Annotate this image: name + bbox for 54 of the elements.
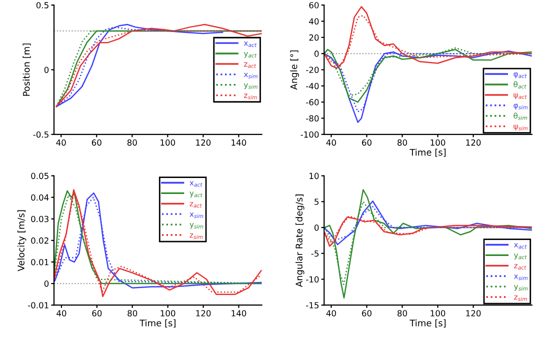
y-axis-title: Angular Rate [deg/s] [296, 194, 304, 288]
y-tick-label: 0.03 [31, 216, 48, 222]
x-tick-label: 40 [56, 310, 66, 316]
y-tick-label: -80 [306, 115, 319, 122]
x-tick-label: 120 [466, 139, 481, 146]
y-tick-label: -100 [300, 131, 319, 138]
y-tick-label: 20 [309, 34, 319, 41]
y-tick-label: -10 [306, 276, 319, 283]
y-tick-label: -0.01 [28, 302, 48, 308]
x-tick-label: 40 [326, 310, 336, 316]
x-tick-label: 120 [196, 310, 211, 316]
y-tick-label: 5 [314, 198, 319, 205]
x-tick-label: 80 [128, 310, 138, 316]
y-tick-label: 0.5 [36, 2, 48, 8]
x-tick-label: 80 [398, 139, 408, 146]
y-axis-title: Velocity [m/s] [17, 210, 26, 272]
y-tick-label: -15 [306, 302, 319, 308]
x-tick-label: 80 [127, 139, 137, 146]
x-axis-title: Time [s] [140, 319, 176, 328]
y-tick-label: -60 [306, 99, 319, 106]
x-tick-label: 140 [232, 139, 246, 146]
y-axis-title: Position [m] [22, 44, 31, 96]
y-axis-title: Angle [°] [290, 50, 299, 90]
y-tick-label: 0 [44, 280, 49, 287]
y-tick-label: 10 [310, 172, 319, 180]
x-tick-label: 100 [430, 310, 446, 316]
x-tick-label: 100 [160, 310, 176, 316]
x-tick-label: 120 [196, 139, 211, 146]
y-tick-label: 0.04 [31, 194, 49, 201]
x-tick-label: 140 [232, 310, 246, 316]
y-tick-label: -40 [306, 82, 319, 90]
x-tick-label: 100 [430, 139, 446, 146]
y-tick-label: 0 [44, 66, 49, 74]
y-tick-label: 60 [309, 2, 319, 8]
x-tick-label: 80 [398, 310, 408, 316]
x-axis-title: Time [s] [410, 319, 446, 328]
y-tick-label: 0 [314, 50, 319, 57]
x-tick-label: 60 [92, 310, 102, 316]
x-tick-label: 40 [326, 139, 336, 146]
y-tick-label: 0.05 [31, 172, 48, 180]
y-tick-label: 40 [309, 18, 319, 25]
y-tick-label: -0.5 [33, 131, 48, 138]
x-tick-label: 60 [92, 139, 102, 146]
y-tick-label: 0.02 [31, 237, 48, 244]
y-tick-label: -20 [306, 66, 319, 74]
y-tick-label: -5 [311, 250, 319, 257]
x-tick-label: 120 [466, 310, 481, 316]
y-tick-label: 0.01 [31, 258, 48, 266]
y-tick-label: 0 [314, 224, 319, 231]
x-tick-label: 60 [362, 310, 372, 316]
x-tick-label: 40 [56, 139, 66, 146]
x-tick-label: 100 [160, 139, 176, 146]
x-tick-label: 60 [362, 139, 372, 146]
x-axis-title: Time [s] [410, 148, 446, 157]
